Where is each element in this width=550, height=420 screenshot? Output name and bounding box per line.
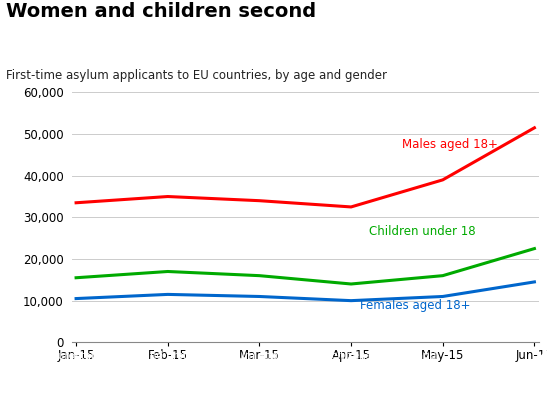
Text: Women and children second: Women and children second <box>6 2 316 21</box>
Text: Children under 18: Children under 18 <box>370 225 476 238</box>
Text: Full Fact: Full Fact <box>492 406 535 415</box>
Text: Eurostat, Asylum and first time asylum applicants by citizenship, age and
sex Mo: Eurostat, Asylum and first time asylum a… <box>48 351 436 372</box>
Text: Females aged 18+: Females aged 18+ <box>360 299 471 312</box>
Text: Source:: Source: <box>7 351 51 361</box>
Text: First-time asylum applicants to EU countries, by age and gender: First-time asylum applicants to EU count… <box>6 69 387 82</box>
Text: Males aged 18+: Males aged 18+ <box>402 138 497 151</box>
